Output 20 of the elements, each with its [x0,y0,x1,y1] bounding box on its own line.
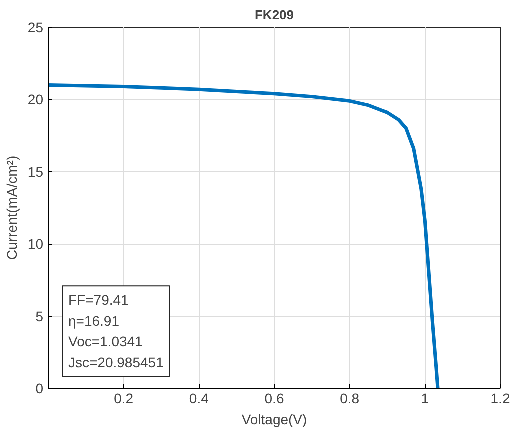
x-tick-label: 0.2 [114,390,134,406]
annotation: Jsc=20.985451 [68,354,164,370]
y-tick-label: 15 [28,164,44,180]
chart-title: FK209 [254,8,294,22]
x-tick-label: 1 [421,390,430,406]
y-tick-label: 5 [36,308,44,324]
annotation: FF=79.41 [68,292,130,308]
y-tick-label: 20 [28,92,44,108]
x-axis-title: Voltage(V) [242,412,308,428]
y-tick-label: 25 [28,20,44,36]
annotation: η=16.91 [68,312,120,329]
y-tick-label: 0 [36,380,44,396]
line-series [48,84,440,388]
y-axis-title: Current(mA/cm²) [4,156,20,260]
x-tick-label: 1.2 [490,390,510,406]
x-tick-label: 0.6 [264,390,284,406]
x-tick-label: 0.4 [189,390,210,406]
x-tick-label: 0.8 [340,390,360,406]
annotation: Voc=1.0341 [68,334,144,350]
y-tick-label: 10 [28,236,44,252]
